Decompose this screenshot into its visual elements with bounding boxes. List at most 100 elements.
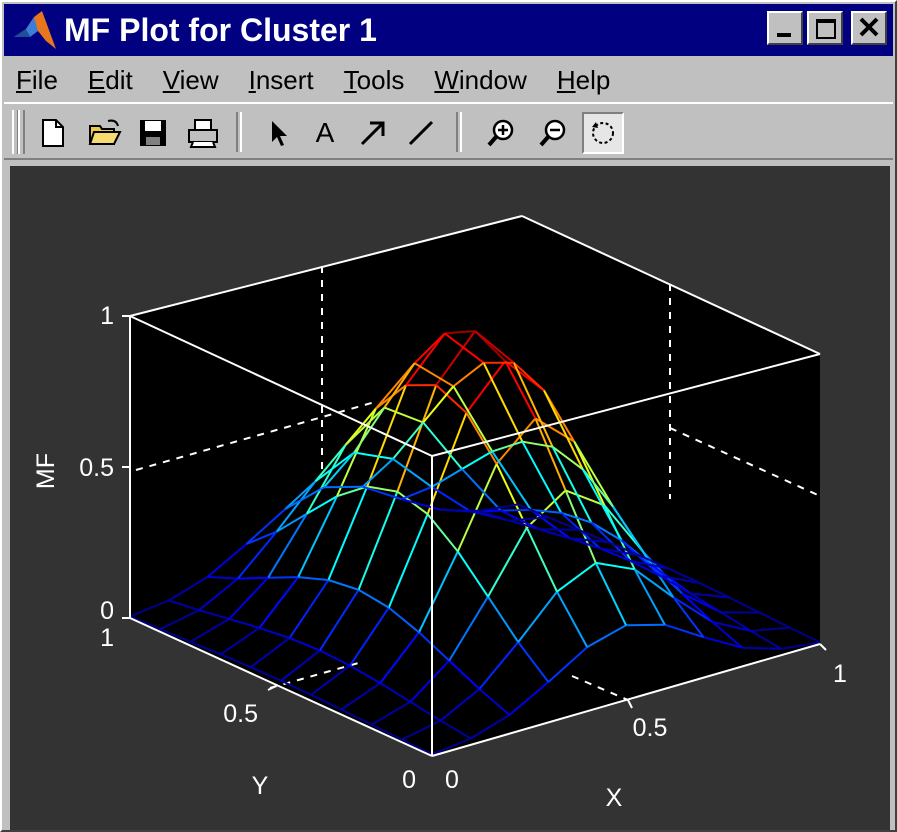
mesh-segment	[608, 541, 640, 557]
mesh-segment	[314, 451, 355, 483]
menu-edit[interactable]: Edit	[87, 64, 133, 95]
mesh-segment	[599, 547, 639, 557]
insert-line-icon	[408, 120, 434, 146]
mesh-segment	[297, 495, 338, 578]
mesh-segment	[448, 596, 489, 662]
mesh-segment	[392, 458, 433, 488]
mesh-segment	[422, 385, 455, 424]
minimize-button[interactable]	[767, 11, 803, 45]
menu-view[interactable]: View	[162, 64, 219, 95]
matlab-logo-icon	[14, 11, 56, 49]
new-file-button[interactable]	[34, 114, 72, 152]
insert-arrow-button[interactable]	[354, 114, 392, 152]
mesh-segment	[440, 508, 480, 512]
mesh-segment	[630, 559, 670, 570]
menu-insert[interactable]: Insert	[248, 64, 314, 95]
mesh-segment	[517, 503, 549, 519]
mesh-segment	[508, 681, 550, 716]
mesh-segment	[543, 389, 584, 470]
mesh-segment	[357, 491, 399, 591]
mesh-segment	[552, 445, 584, 471]
mesh-segment	[672, 596, 705, 638]
mesh-segment	[672, 596, 713, 623]
toolbar: A	[4, 102, 893, 160]
mesh-segment	[525, 527, 558, 593]
mesh-segment	[275, 480, 317, 533]
print-button[interactable]	[184, 114, 222, 152]
menu-tools[interactable]: Tools	[343, 64, 405, 95]
mesh-segment	[354, 451, 394, 460]
menu-window[interactable]: Window	[434, 64, 527, 95]
mesh-segment	[586, 624, 627, 648]
mesh-segment	[526, 489, 567, 529]
close-button[interactable]	[851, 11, 887, 45]
mesh-segment	[353, 407, 386, 454]
mesh-segment	[495, 417, 537, 465]
mesh-segment	[418, 631, 450, 662]
menu-bar: File Edit View Insert Tools Window Help	[6, 60, 630, 100]
mesh-segment	[198, 577, 239, 611]
mesh-segment	[659, 575, 692, 595]
select-arrow-icon	[272, 121, 287, 146]
mesh-segment	[362, 485, 402, 501]
mesh-segment	[159, 628, 191, 643]
zoom-in-button[interactable]	[482, 114, 520, 152]
rotate-3d-icon	[592, 122, 614, 144]
insert-text-icon: A	[315, 117, 335, 148]
z-tick-label: 0	[100, 597, 114, 625]
mesh-segment	[250, 637, 291, 668]
mesh-segment	[323, 451, 355, 488]
mesh-segment	[504, 360, 537, 419]
mesh-segment	[250, 666, 282, 682]
y-axis-label: Y	[252, 772, 269, 800]
tick-marks	[122, 315, 827, 709]
mesh-segment	[340, 682, 381, 711]
mesh-segment	[478, 641, 519, 690]
mesh-segment	[440, 719, 472, 740]
mesh-segment	[198, 609, 230, 620]
zoom-in-icon	[487, 119, 514, 147]
mesh-segment	[371, 723, 403, 741]
surface-plot[interactable]: MF 1 0.5 0 1 0.5 0 Y 0 0.5 1 X	[10, 166, 890, 830]
mesh-segment	[310, 693, 342, 711]
mesh-segment	[590, 521, 631, 562]
mesh-segment	[551, 446, 593, 524]
save-button[interactable]	[134, 114, 172, 152]
mesh-segment	[487, 596, 520, 643]
open-folder-icon	[88, 119, 122, 145]
z-tick-label: 1	[100, 302, 114, 330]
mesh-segment	[742, 646, 782, 650]
mesh-segment	[349, 664, 381, 684]
surface-mesh	[129, 330, 821, 756]
mesh-segment	[383, 362, 416, 409]
mesh-segment	[388, 606, 420, 634]
select-tool-button[interactable]	[260, 114, 298, 152]
mesh-segment	[314, 444, 347, 482]
mesh-segment	[681, 592, 713, 623]
open-file-button[interactable]	[86, 114, 124, 152]
figure-canvas[interactable]: MF 1 0.5 0 1 0.5 0 Y 0 0.5 1 X	[10, 166, 890, 830]
mesh-segment	[318, 589, 360, 651]
mesh-segment	[668, 567, 700, 584]
mesh-segment	[396, 384, 438, 492]
menu-file[interactable]: File	[16, 64, 58, 95]
title-bar[interactable]: MF Plot for Cluster 1	[4, 4, 893, 56]
mesh-segment	[298, 576, 329, 581]
insert-text-button[interactable]: A	[306, 114, 344, 152]
mesh-segment	[452, 362, 485, 388]
maximize-button[interactable]	[807, 11, 843, 45]
zoom-out-button[interactable]	[534, 114, 572, 152]
toolbar-grip[interactable]	[18, 110, 25, 154]
mesh-segment	[573, 440, 614, 508]
mesh-segment	[456, 550, 489, 598]
mesh-segment	[367, 485, 398, 493]
mesh-segment	[595, 561, 635, 571]
mesh-segment	[168, 576, 209, 602]
mesh-segment	[401, 738, 433, 756]
insert-line-button[interactable]	[402, 114, 440, 152]
mesh-segment	[284, 486, 325, 510]
close-icon	[859, 17, 879, 37]
mesh-segment	[560, 511, 592, 524]
rotate-3d-button[interactable]	[582, 112, 624, 154]
menu-help[interactable]: Help	[556, 64, 611, 95]
